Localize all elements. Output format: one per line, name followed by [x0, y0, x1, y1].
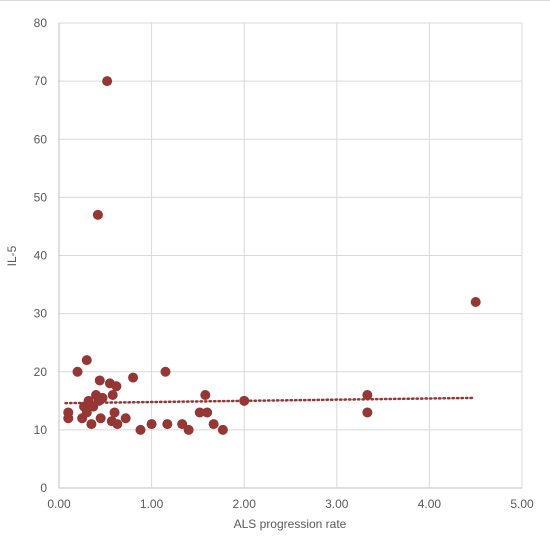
data-point	[177, 419, 188, 430]
data-point	[97, 392, 108, 403]
y-tick-label: 20	[34, 365, 48, 379]
data-point	[135, 424, 146, 435]
y-tick-label: 30	[34, 307, 48, 321]
y-tick-label: 80	[34, 16, 48, 30]
data-point	[81, 355, 92, 366]
data-point	[128, 372, 139, 383]
data-point	[183, 424, 194, 435]
y-tick-label: 0	[40, 481, 47, 495]
data-point	[202, 407, 213, 418]
data-point	[109, 407, 120, 418]
x-tick-label: 1.00	[140, 497, 164, 511]
trendline-group	[64, 396, 476, 405]
trendline	[64, 396, 476, 405]
x-tick-label: 5.00	[510, 497, 534, 511]
y-tick-label: 50	[34, 190, 48, 204]
data-points	[63, 76, 481, 435]
data-point	[362, 390, 373, 400]
x-tick-labels: 0.00 1.00 2.00 3.00 4.00 5.00	[47, 497, 534, 511]
data-point	[200, 390, 211, 400]
y-tick-label: 10	[34, 423, 48, 437]
data-point	[107, 390, 118, 400]
x-tick-label: 2.00	[233, 497, 257, 511]
y-tick-label: 60	[34, 132, 48, 146]
data-point	[81, 407, 92, 418]
data-point	[194, 407, 205, 418]
data-point	[94, 375, 105, 386]
data-point	[112, 419, 123, 430]
gridlines	[58, 22, 523, 489]
data-point	[208, 419, 219, 430]
x-tick-label: 4.00	[418, 497, 442, 511]
y-tick-label: 40	[34, 249, 48, 263]
x-tick-label: 3.00	[325, 497, 349, 511]
data-point	[72, 366, 83, 377]
data-point	[111, 381, 122, 392]
data-point	[63, 413, 74, 424]
data-point	[146, 419, 157, 430]
y-tick-label: 70	[34, 74, 48, 88]
data-point	[120, 413, 131, 424]
data-point	[92, 209, 103, 220]
data-point	[102, 76, 113, 87]
data-point	[362, 407, 373, 418]
data-point	[95, 413, 106, 424]
y-tick-labels: 0 10 20 30 40 50 60 70 80	[34, 16, 48, 495]
x-tick-label: 0.00	[47, 497, 71, 511]
data-point	[160, 366, 171, 377]
data-point	[217, 424, 228, 435]
y-axis-title: IL-5	[5, 245, 19, 266]
data-point	[86, 419, 97, 430]
data-point	[470, 297, 481, 307]
data-point	[162, 419, 173, 430]
x-axis-title: ALS progression rate	[234, 517, 347, 531]
data-point	[239, 395, 250, 406]
